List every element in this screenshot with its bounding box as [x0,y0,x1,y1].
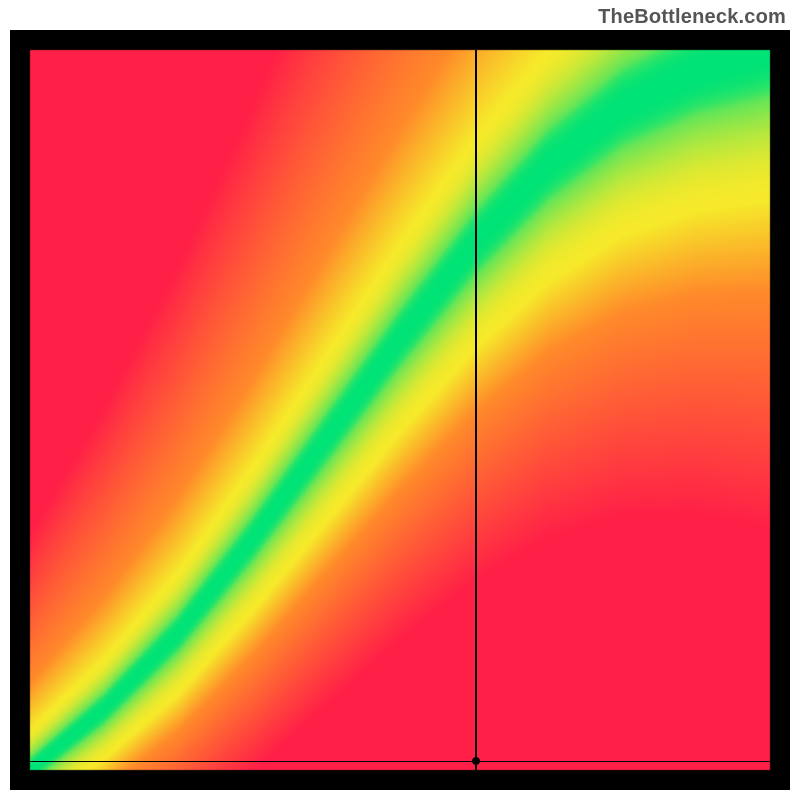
marker-dot [472,757,480,765]
crosshair-horizontal [30,761,770,763]
heatmap-canvas [10,30,790,790]
plot-outer-border [10,30,790,790]
crosshair-vertical [475,50,477,770]
attribution-text: TheBottleneck.com [598,6,786,29]
